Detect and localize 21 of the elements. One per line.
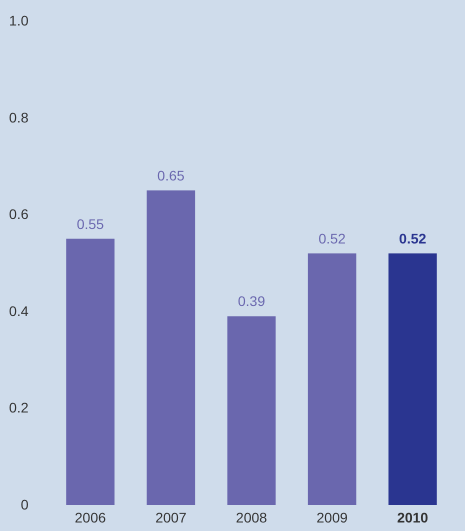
- bar: [308, 253, 356, 505]
- bar: [66, 238, 115, 505]
- y-tick-label: 0.8: [9, 109, 29, 126]
- data-label: 0.55: [76, 216, 104, 232]
- bar: [146, 190, 196, 505]
- x-tick-label: 2006: [74, 510, 106, 526]
- x-tick-label: 2007: [155, 510, 187, 526]
- y-tick-label: 0.6: [9, 206, 29, 222]
- data-label: 0.65: [157, 167, 185, 184]
- y-tick-label: 0: [20, 496, 29, 512]
- bar: [227, 316, 276, 505]
- data-label: 0.39: [238, 293, 266, 310]
- data-label: 0.52: [318, 230, 346, 246]
- data-label: 0.52: [399, 230, 426, 246]
- bar: [388, 253, 437, 505]
- y-tick-label: 1.0: [9, 12, 29, 28]
- y-tick-label: 0.4: [9, 302, 29, 319]
- x-tick-label: 2010: [397, 510, 428, 526]
- y-tick-label: 0.2: [9, 400, 29, 416]
- x-tick-label: 2008: [236, 510, 268, 526]
- x-tick-label: 2009: [316, 510, 348, 526]
